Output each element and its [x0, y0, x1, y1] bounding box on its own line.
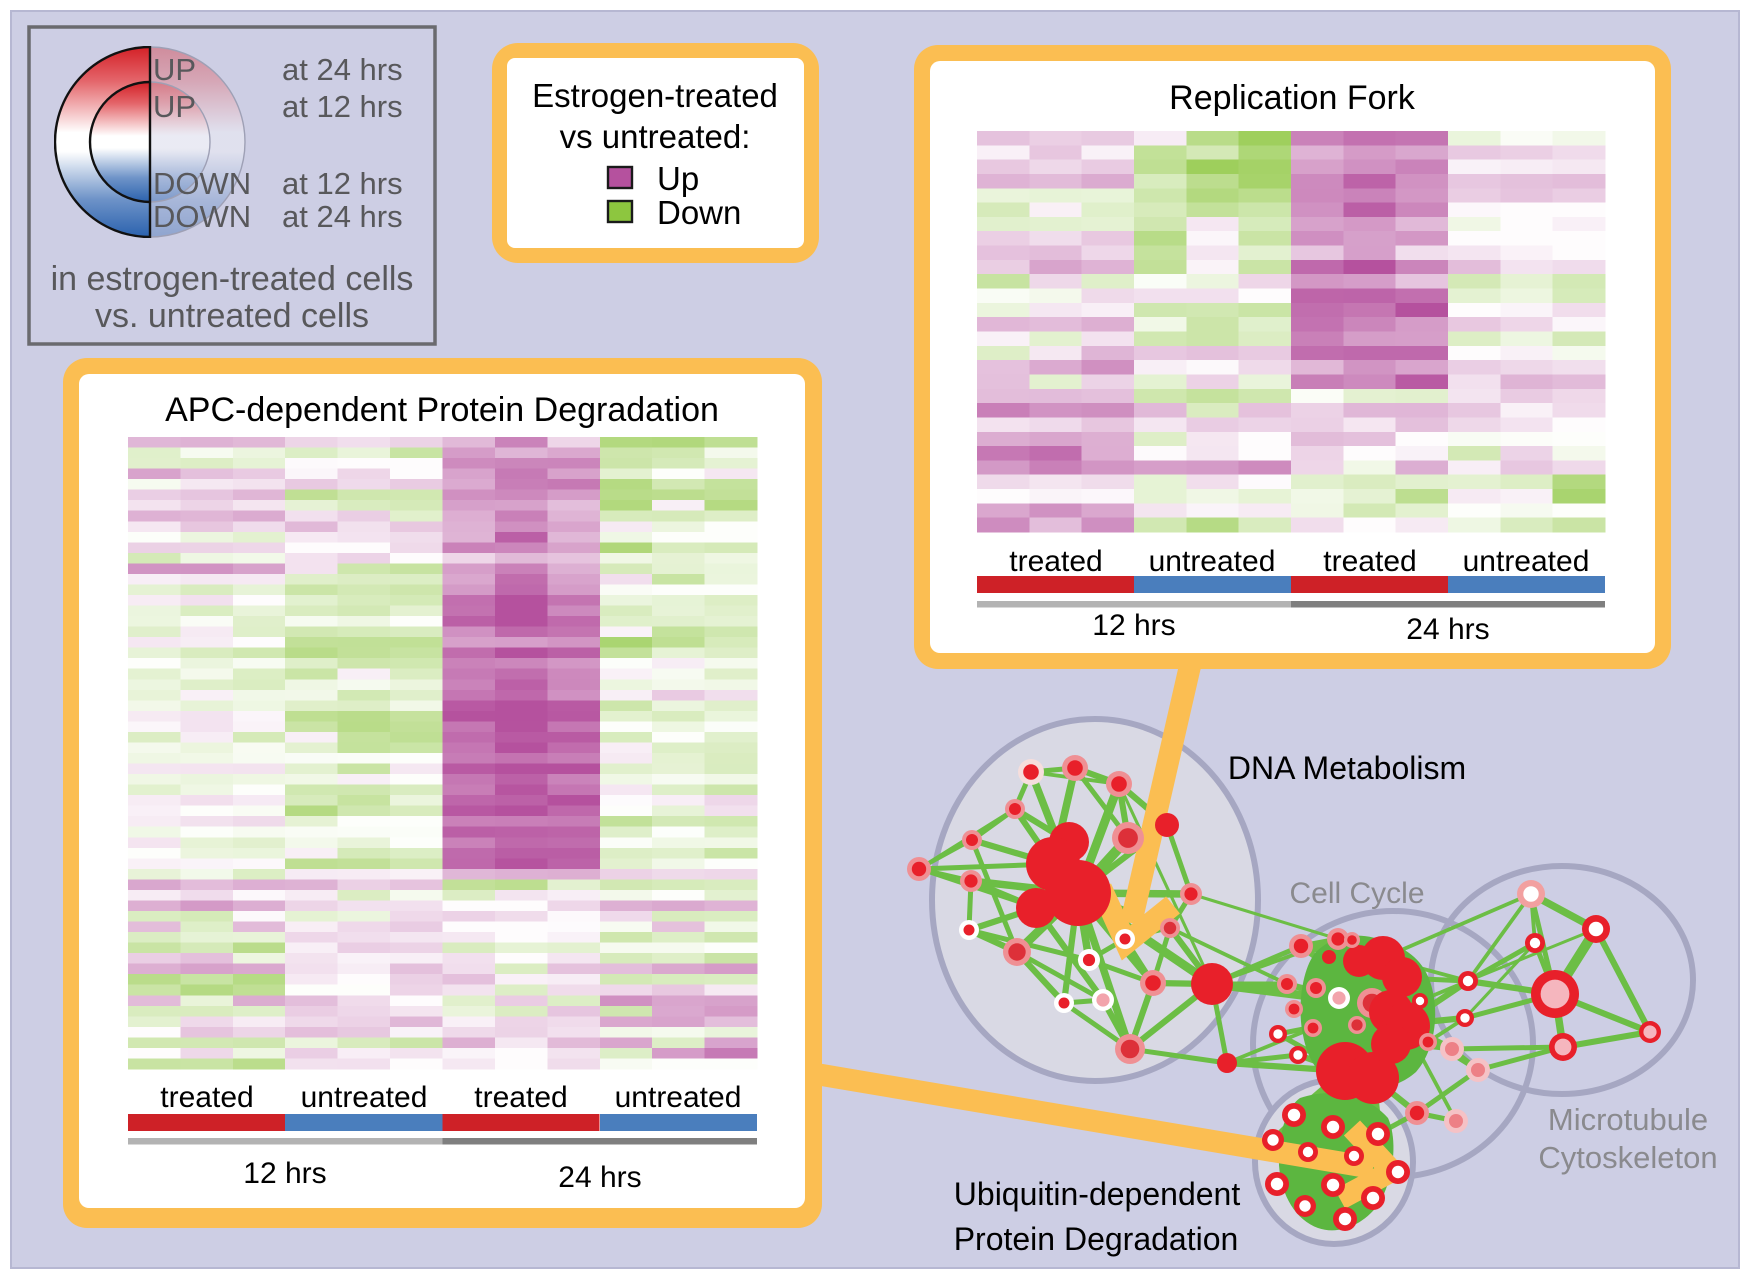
svg-text:at 24 hrs: at 24 hrs: [282, 52, 403, 87]
svg-text:at 24 hrs: at 24 hrs: [282, 199, 403, 234]
svg-text:DOWN: DOWN: [153, 166, 251, 201]
svg-text:at 12 hrs: at 12 hrs: [282, 89, 403, 124]
svg-text:24 hrs: 24 hrs: [1406, 613, 1489, 646]
svg-text:24 hrs: 24 hrs: [558, 1161, 641, 1194]
svg-text:untreated: untreated: [301, 1081, 428, 1114]
svg-text:APC-dependent Protein Degradat: APC-dependent Protein Degradation: [165, 391, 719, 429]
svg-text:Replication Fork: Replication Fork: [1169, 79, 1416, 117]
svg-text:untreated: untreated: [615, 1081, 742, 1114]
svg-text:untreated: untreated: [1463, 545, 1590, 578]
svg-text:Down: Down: [657, 194, 741, 231]
svg-text:treated: treated: [1009, 545, 1102, 578]
svg-text:12 hrs: 12 hrs: [1092, 609, 1175, 642]
svg-text:12 hrs: 12 hrs: [243, 1157, 326, 1190]
svg-text:DOWN: DOWN: [153, 199, 251, 234]
svg-text:Up: Up: [657, 160, 699, 197]
svg-text:UP: UP: [153, 52, 196, 87]
svg-text:Microtubule: Microtubule: [1548, 1102, 1708, 1137]
svg-text:DNA Metabolism: DNA Metabolism: [1228, 750, 1466, 786]
svg-text:treated: treated: [1323, 545, 1416, 578]
svg-text:at 12 hrs: at 12 hrs: [282, 166, 403, 201]
svg-text:UP: UP: [153, 89, 196, 124]
svg-text:treated: treated: [160, 1081, 253, 1114]
svg-text:Ubiquitin-dependent: Ubiquitin-dependent: [954, 1176, 1241, 1212]
svg-text:treated: treated: [474, 1081, 567, 1114]
svg-text:vs untreated:: vs untreated:: [560, 118, 751, 155]
svg-text:Cell Cycle: Cell Cycle: [1289, 877, 1424, 910]
svg-text:untreated: untreated: [1149, 545, 1276, 578]
svg-text:Cytoskeleton: Cytoskeleton: [1538, 1140, 1717, 1175]
svg-text:in estrogen-treated cells: in estrogen-treated cells: [51, 260, 414, 298]
svg-text:vs. untreated cells: vs. untreated cells: [95, 297, 369, 335]
svg-text:Protein Degradation: Protein Degradation: [954, 1221, 1239, 1257]
svg-text:Estrogen-treated: Estrogen-treated: [532, 77, 778, 114]
